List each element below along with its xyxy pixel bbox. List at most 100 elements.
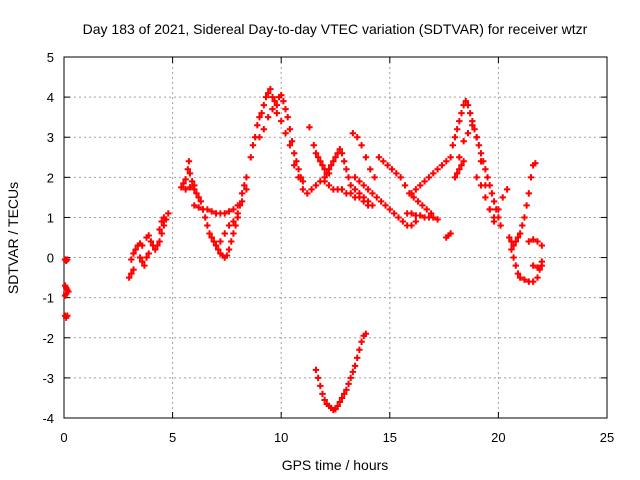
- data-point: [221, 210, 228, 217]
- data-point: [145, 250, 152, 257]
- data-point: [291, 162, 298, 169]
- data-points: [61, 85, 546, 414]
- data-point: [525, 238, 533, 245]
- data-point: [425, 174, 433, 181]
- data-point: [327, 162, 335, 169]
- data-point: [330, 158, 337, 165]
- data-point: [336, 146, 344, 153]
- data-point: [64, 312, 71, 319]
- data-point: [304, 190, 311, 197]
- data-point: [204, 222, 211, 229]
- data-point: [399, 218, 407, 225]
- data-point: [464, 101, 472, 109]
- chart-title: Day 183 of 2021, Sidereal Day-to-day VTE…: [83, 21, 588, 37]
- data-point: [414, 198, 422, 205]
- data-point: [299, 186, 307, 193]
- x-tick-label: 0: [60, 430, 67, 445]
- data-point: [278, 91, 285, 99]
- data-point: [382, 202, 389, 209]
- data-point: [241, 182, 248, 189]
- data-point: [323, 170, 331, 177]
- data-point: [212, 242, 220, 249]
- data-point: [284, 113, 291, 121]
- data-point: [369, 190, 376, 197]
- data-point: [347, 190, 354, 197]
- data-point: [486, 206, 493, 213]
- data-point: [128, 270, 135, 277]
- data-point: [230, 230, 237, 237]
- data-point: [469, 121, 476, 129]
- data-point: [380, 158, 387, 165]
- data-point: [312, 366, 320, 374]
- data-point: [430, 170, 437, 177]
- data-point: [188, 178, 196, 185]
- data-point: [490, 198, 498, 205]
- data-point: [506, 234, 513, 241]
- y-tick-label: -3: [42, 371, 54, 386]
- data-point: [314, 374, 322, 382]
- data-point: [499, 194, 506, 201]
- data-point: [185, 158, 193, 165]
- data-point: [360, 182, 367, 189]
- x-tick-label: 15: [383, 430, 397, 445]
- data-point: [225, 246, 233, 253]
- data-point: [291, 150, 298, 157]
- data-point: [408, 210, 415, 217]
- data-point: [243, 174, 250, 181]
- data-point: [356, 346, 363, 354]
- data-point: [375, 154, 383, 161]
- data-point: [308, 186, 315, 193]
- data-point: [260, 101, 268, 109]
- data-point: [195, 194, 202, 201]
- y-tick-label: -2: [42, 331, 54, 346]
- data-point: [401, 182, 409, 189]
- data-point: [408, 190, 415, 197]
- y-tick-label: 4: [47, 90, 54, 105]
- data-point: [182, 176, 189, 183]
- data-point: [186, 184, 194, 191]
- data-point: [64, 256, 71, 263]
- data-point: [434, 166, 441, 173]
- data-point: [451, 134, 459, 141]
- data-point: [332, 405, 339, 413]
- data-point: [143, 254, 150, 261]
- data-point: [165, 210, 172, 217]
- data-point: [271, 97, 278, 105]
- data-point: [477, 182, 485, 189]
- data-point: [267, 85, 274, 93]
- data-point: [475, 142, 483, 149]
- data-point: [186, 170, 194, 177]
- data-point: [312, 150, 320, 157]
- data-point: [519, 222, 526, 229]
- data-point: [332, 154, 339, 161]
- data-point: [269, 105, 276, 113]
- data-point: [473, 174, 480, 181]
- data-point: [256, 113, 263, 121]
- data-point: [340, 158, 348, 165]
- data-point: [364, 202, 372, 209]
- data-point: [147, 238, 155, 245]
- data-point: [201, 214, 209, 221]
- data-point: [282, 130, 289, 137]
- data-point: [388, 166, 396, 173]
- data-point: [138, 258, 146, 265]
- data-point: [321, 178, 328, 185]
- data-point: [345, 380, 352, 388]
- data-point: [334, 402, 341, 410]
- x-tick-label: 10: [274, 430, 288, 445]
- data-point: [534, 264, 541, 271]
- data-point: [152, 246, 159, 253]
- data-point: [314, 154, 322, 161]
- data-point: [477, 150, 485, 157]
- data-point: [453, 170, 461, 177]
- data-point: [471, 126, 478, 133]
- data-point: [154, 242, 161, 249]
- data-point: [286, 126, 294, 133]
- data-point: [130, 266, 137, 273]
- data-point: [362, 154, 370, 161]
- data-point: [262, 93, 270, 101]
- data-point: [132, 246, 139, 253]
- data-point: [347, 182, 354, 189]
- data-point: [390, 210, 398, 217]
